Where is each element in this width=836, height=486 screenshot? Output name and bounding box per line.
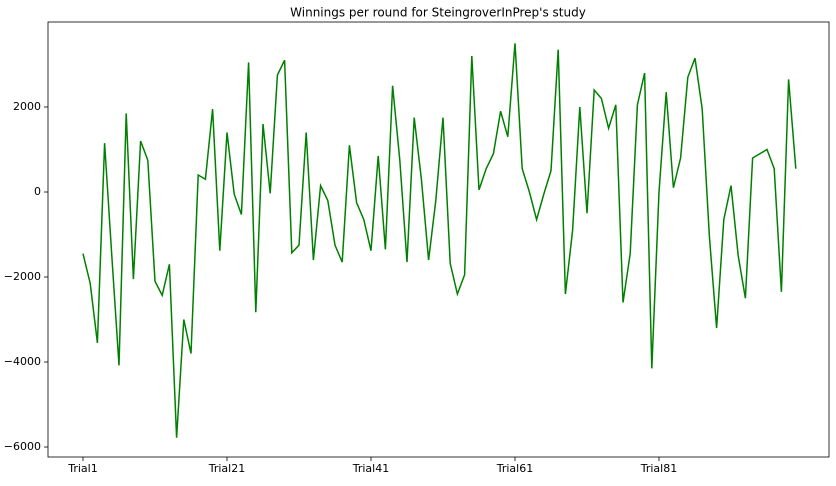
y-tick-label: 0 [34, 185, 41, 198]
y-tick-label: −2000 [4, 270, 41, 283]
y-tick-label: −4000 [4, 355, 41, 368]
line [82, 43, 797, 438]
x-tick-label: Trial1 [67, 462, 97, 475]
chart-title: Winnings per round for SteingroverInPrep… [290, 6, 586, 20]
x-tick-label: Trial81 [640, 462, 677, 475]
axes-frame [47, 21, 830, 458]
y-tick-label: −6000 [4, 440, 41, 453]
y-tick-label: 2000 [13, 100, 41, 113]
x-tick-label: Trial41 [352, 462, 389, 475]
x-tick-label: Trial61 [496, 462, 533, 475]
x-tick-label: Trial21 [208, 462, 245, 475]
